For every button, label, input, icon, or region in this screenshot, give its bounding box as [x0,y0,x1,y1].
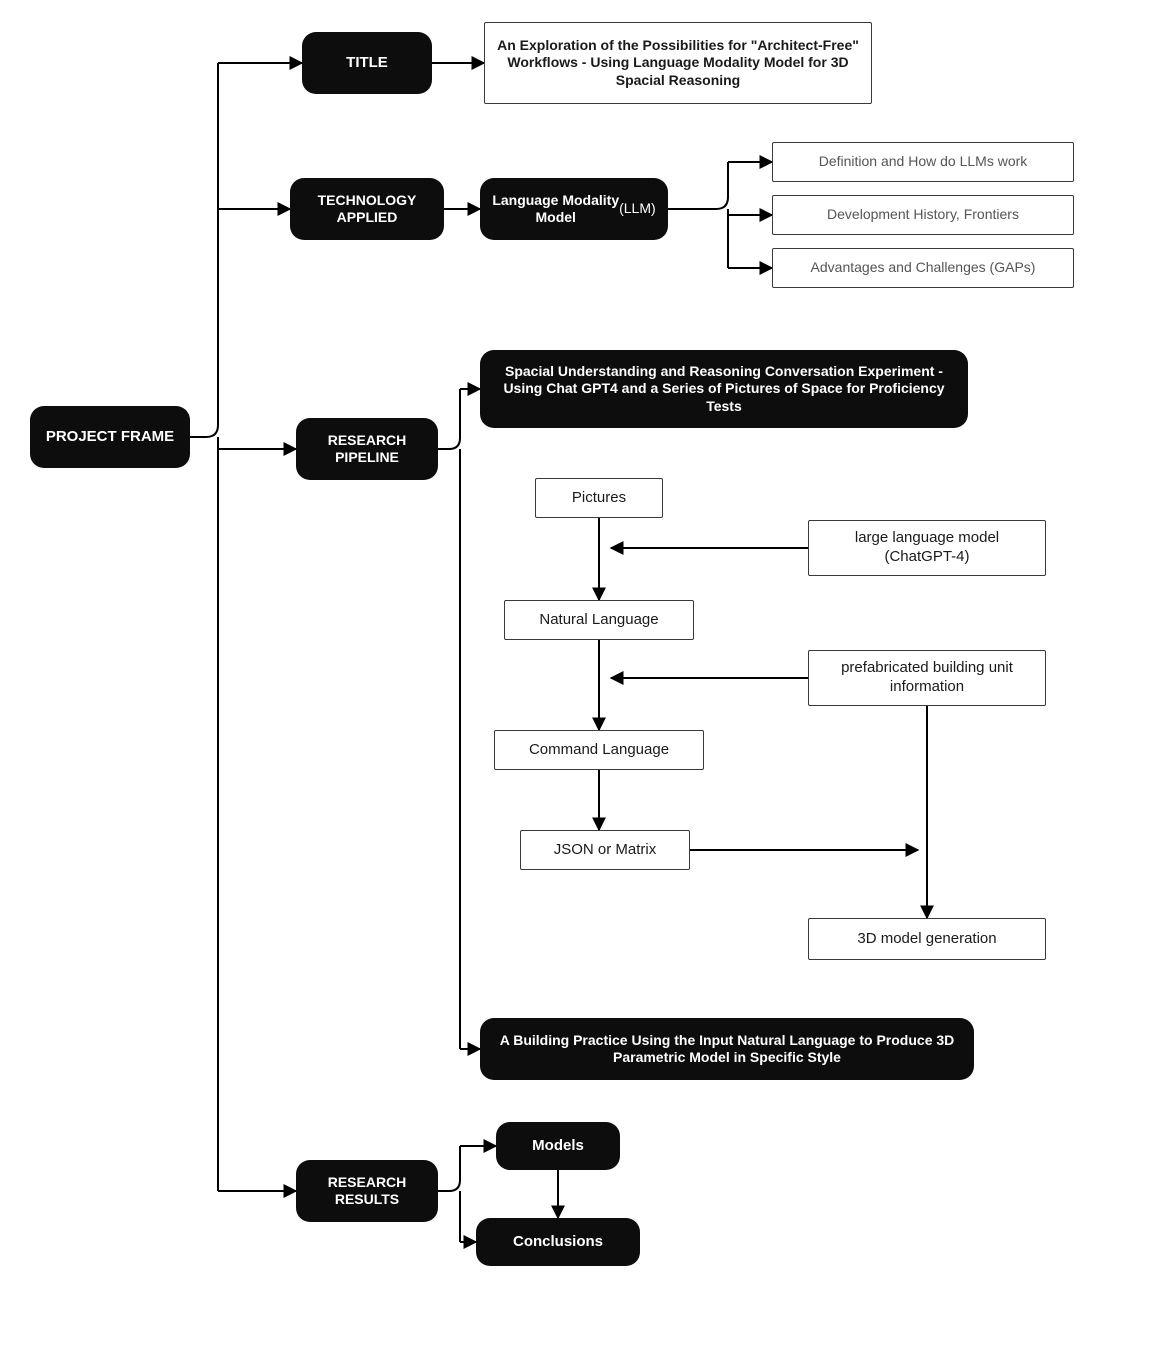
node-project_frame: PROJECT FRAME [30,406,190,468]
node-conclusions: Conclusions [476,1218,640,1266]
node-title_hdr: TITLE [302,32,432,94]
node-gen3d: 3D model generation [808,918,1046,960]
node-prefab: prefabricated building unit information [808,650,1046,706]
node-title_desc: An Exploration of the Possibilities for … [484,22,872,104]
node-llm_hist: Development History, Frontiers [772,195,1074,235]
node-cmd_lang: Command Language [494,730,704,770]
edge-pipe-spine [438,389,460,1049]
node-tech_hdr: TECHNOLOGY APPLIED [290,178,444,240]
node-llm_adv: Advantages and Challenges (GAPs) [772,248,1074,288]
node-research_pipe: RESEARCH PIPELINE [296,418,438,480]
node-spacial_box: Spacial Understanding and Reasoning Conv… [480,350,968,428]
edge-llm-spine [668,162,728,268]
node-llm_def: Definition and How do LLMs work [772,142,1074,182]
edge-results-spine [438,1146,460,1242]
node-build_prac: A Building Practice Using the Input Natu… [480,1018,974,1080]
edge-pf-spine [190,63,218,1191]
node-nat_lang: Natural Language [504,600,694,640]
node-models: Models [496,1122,620,1170]
node-json_mat: JSON or Matrix [520,830,690,870]
node-llm_gpt: large language model (ChatGPT-4) [808,520,1046,576]
node-pictures: Pictures [535,478,663,518]
node-results_hdr: RESEARCH RESULTS [296,1160,438,1222]
node-llm_box: Language ModalityModel (LLM) [480,178,668,240]
